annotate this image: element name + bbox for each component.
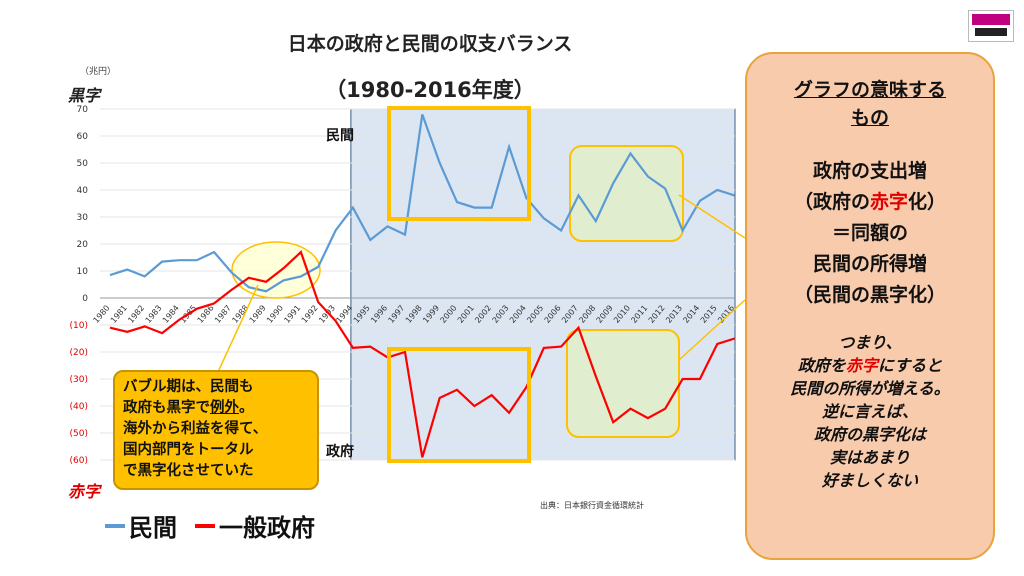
panel-summary-line: 逆に言えば、	[821, 402, 918, 421]
x-tick-label: 1983	[144, 304, 164, 325]
panel-summary-line: 民間の所得が増える。	[790, 379, 950, 398]
x-tick-label: 1980	[92, 304, 112, 325]
panel-line: 政府の支出増	[812, 160, 927, 182]
y-tick-label: 30	[77, 213, 89, 223]
callout-line: 海外から利益を得て、	[123, 421, 268, 437]
callout-pointer	[217, 284, 259, 373]
callout-line: 国内部門をトータル	[123, 442, 254, 458]
series-line-private	[109, 114, 735, 293]
legend-swatch-private	[105, 523, 125, 528]
x-tick-label: 1981	[109, 304, 129, 325]
panel-main: 政府の支出増 （政府の赤字化） ＝同額の 民間の所得増 （民間の黒字化）	[747, 156, 993, 311]
source-note: 出典：日本銀行資金循環統計	[540, 501, 644, 510]
panel-line: ＝同額の	[831, 222, 908, 244]
legend-label-private: 民間	[129, 514, 177, 542]
y-tick-label: 20	[77, 240, 89, 250]
panel-heading-line: グラフの意味する	[793, 79, 946, 101]
panel-line: （民間の黒字化）	[793, 284, 946, 306]
y-tick-label: 60	[77, 132, 89, 142]
series-line-government	[109, 250, 735, 458]
annotation-private: 民間	[326, 128, 354, 144]
panel-heading: グラフの意味する もの	[747, 76, 993, 132]
y-tick-label: 50	[77, 159, 89, 169]
callout-line: 政府も黒字で例外。	[123, 398, 309, 419]
x-tick-label: 1982	[126, 304, 146, 325]
panel-summary-line: 政府の黒字化は	[813, 425, 926, 444]
bubble-era-callout: バブル期は、民間も 政府も黒字で例外。 海外から利益を得て、 国内部門をトータル…	[113, 370, 319, 490]
panel-deficit-word: 赤字	[845, 356, 878, 375]
panel-text: 化）	[908, 191, 947, 213]
y-tick-label: (20)	[70, 348, 88, 358]
y-tick-label: 70	[77, 105, 89, 115]
panel-summary: つまり、 政府を赤字にすると 民間の所得が増える。 逆に言えば、 政府の黒字化は…	[747, 331, 993, 492]
highlight-government-bubble	[566, 329, 680, 438]
x-tick-label: 1991	[282, 304, 302, 325]
panel-summary-line: つまり、	[838, 333, 902, 352]
panel-line: （政府の赤字化）	[747, 187, 993, 218]
y-tick-label: (50)	[70, 429, 88, 439]
x-tick-label: 1993	[317, 304, 337, 325]
logo-graphic	[972, 14, 1010, 36]
y-axis-ticks: 70 60 50 40 30 20 10 0 (10) (20) (30) (40) (50) (60)	[70, 105, 89, 466]
panel-text: 政府を	[797, 356, 846, 375]
callout-line: で黒字化させていた	[123, 463, 254, 479]
unit-label: （兆円）	[80, 67, 117, 77]
legend-swatch-government	[195, 523, 215, 528]
x-tick-label: 1987	[213, 304, 233, 325]
callout-text: 。	[239, 400, 254, 416]
highlight-government-box	[387, 347, 531, 463]
y-tick-label: 40	[77, 186, 89, 196]
x-tick-label: 1992	[300, 304, 320, 325]
chart-legend: 民間 一般政府	[105, 508, 315, 543]
annotation-government: 政府	[326, 443, 354, 460]
panel-pointer-top	[678, 194, 746, 239]
explanation-panel: グラフの意味する もの 政府の支出増 （政府の赤字化） ＝同額の 民間の所得増 …	[745, 52, 995, 560]
callout-line: バブル期は、民間も	[123, 379, 254, 395]
panel-summary-line: 実はあまり	[829, 448, 910, 467]
panel-summary-line: 政府を赤字にすると	[747, 354, 993, 377]
y-tick-label: 0	[82, 294, 88, 304]
party-logo	[968, 10, 1014, 42]
chart-subtitle: （1980-2016年度）	[325, 78, 535, 102]
y-tick-label: (40)	[70, 402, 88, 412]
panel-line: 民間の所得増	[812, 253, 927, 275]
callout-text: 政府も黒字で	[123, 400, 210, 416]
x-tick-label: 1989	[248, 304, 268, 325]
panel-deficit-word: 赤字	[869, 191, 908, 213]
panel-heading-line: もの	[850, 107, 889, 129]
legend-label-government: 一般政府	[219, 514, 315, 542]
panel-text: にすると	[877, 356, 943, 375]
x-tick-label: 1990	[265, 304, 285, 325]
y-tick-label: (10)	[70, 321, 88, 331]
y-tick-label: (60)	[70, 456, 88, 466]
panel-summary-line: 好ましくない	[821, 471, 918, 490]
surplus-label: 黒字	[68, 86, 101, 105]
callout-exception: 例外	[210, 400, 239, 416]
y-tick-label: 10	[77, 267, 89, 277]
deficit-label: 赤字	[68, 482, 101, 501]
y-tick-label: (30)	[70, 375, 88, 385]
panel-text: （政府の	[793, 191, 870, 213]
highlight-private-box	[387, 106, 531, 221]
chart-title: 日本の政府と民間の収支バランス	[287, 33, 573, 55]
panel-pointer-bottom	[678, 299, 746, 361]
